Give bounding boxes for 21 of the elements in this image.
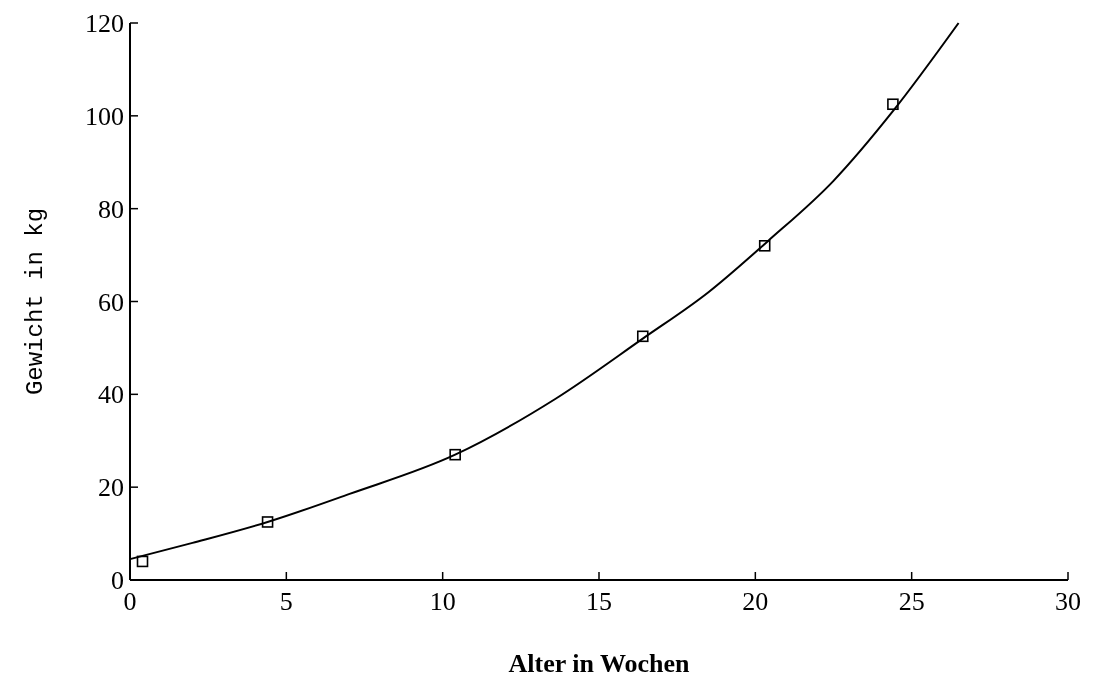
- y-tick-label: 40: [98, 380, 124, 410]
- x-tick-label: 30: [1055, 587, 1081, 616]
- x-axis-title: Alter in Wochen: [508, 649, 691, 678]
- x-tick-label: 20: [742, 587, 769, 616]
- y-tick-label: 100: [85, 101, 124, 131]
- x-tick-label: 15: [586, 587, 612, 616]
- x-tick-label: 10: [429, 587, 456, 616]
- point: [636, 330, 649, 343]
- y-tick-label: 20: [98, 473, 124, 503]
- x-tick-label: 25: [898, 587, 925, 616]
- point: [449, 448, 461, 461]
- point: [136, 555, 149, 568]
- point: [758, 240, 771, 252]
- x-tick-label: 5: [279, 587, 293, 616]
- y-axis-title: Gewicht in kg: [22, 207, 49, 396]
- y-tick-label: 0: [111, 566, 124, 596]
- y-tick-label: 60: [98, 287, 124, 317]
- point: [261, 516, 274, 528]
- point: [887, 98, 899, 111]
- y-tick-label: 80: [98, 194, 124, 224]
- y-tick-label: 120: [85, 9, 124, 39]
